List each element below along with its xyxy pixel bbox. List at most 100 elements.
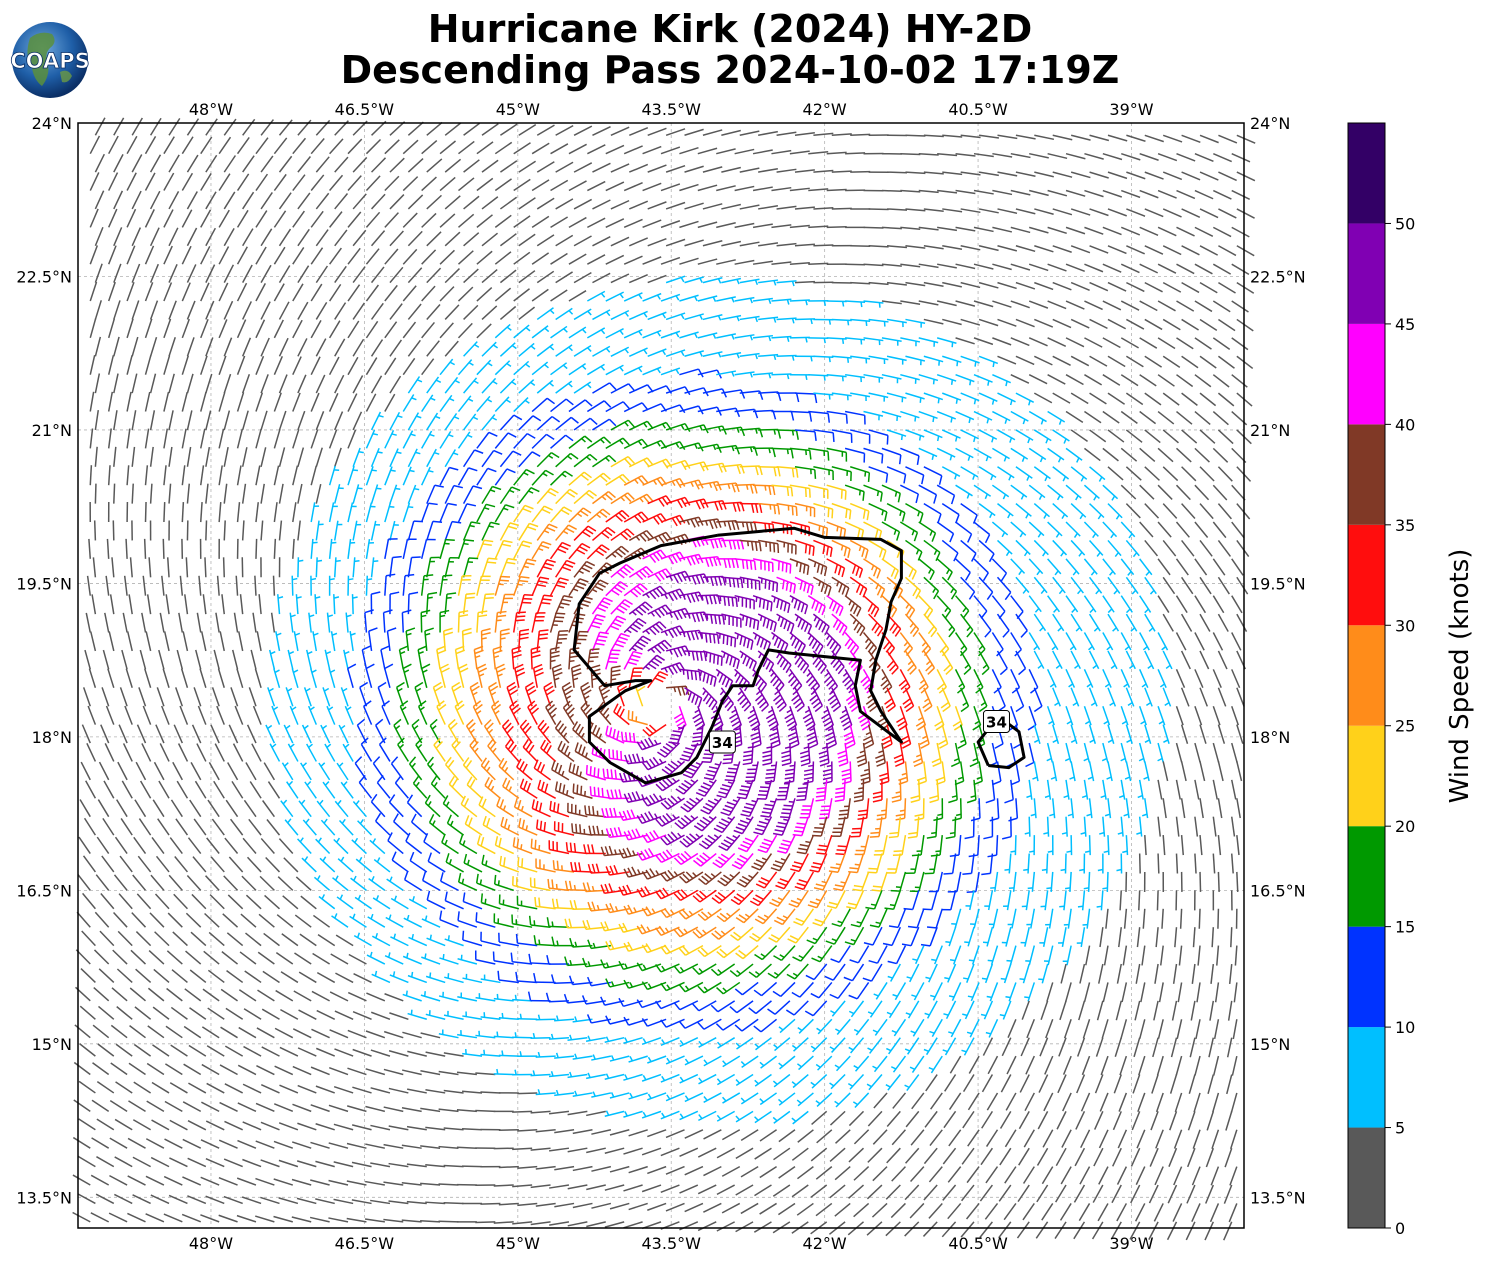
barb-staff	[973, 189, 994, 195]
barb-staff	[679, 183, 699, 192]
wind-barb	[1102, 152, 1123, 161]
barb-staff	[900, 152, 921, 156]
wind-barb	[702, 166, 723, 173]
wind-barb	[1162, 171, 1183, 181]
barb-staff	[697, 258, 718, 265]
barb-staff	[881, 189, 902, 193]
barb-staff	[278, 265, 291, 283]
barb-staff	[1034, 134, 1055, 141]
barb-staff	[568, 180, 587, 192]
wind-barb	[629, 200, 649, 210]
wind-barb	[716, 185, 736, 192]
barb-half-feather	[969, 380, 972, 386]
barb-staff	[1065, 189, 1086, 197]
barb-staff	[1194, 153, 1214, 162]
wind-barb	[518, 270, 536, 284]
wind-barb	[721, 166, 741, 173]
barb-staff	[592, 125, 611, 136]
wind-barb	[1194, 226, 1214, 237]
barb-staff	[439, 176, 456, 192]
wind-barb	[739, 167, 760, 173]
wind-barb	[1015, 171, 1036, 178]
wind-barb	[789, 299, 810, 306]
barb-staff	[794, 280, 815, 284]
wind-barb	[960, 245, 981, 251]
barb-half-feather	[390, 469, 396, 472]
barb-staff	[278, 155, 293, 173]
wind-barb	[1102, 300, 1122, 311]
barb-staff	[499, 233, 517, 247]
barb-half-feather	[746, 541, 750, 547]
barb-staff	[291, 575, 294, 596]
wind-barb	[997, 281, 1017, 290]
wind-barb	[334, 302, 347, 320]
wind-barb	[131, 154, 143, 173]
barb-feather	[781, 562, 784, 572]
wind-barb	[1218, 281, 1236, 294]
wind-barb	[992, 263, 1012, 271]
barb-staff	[1102, 226, 1122, 236]
wind-barb	[297, 301, 309, 320]
wind-barb	[205, 154, 218, 173]
wind-barb	[444, 304, 460, 320]
wind-barb	[107, 208, 118, 228]
barb-staff	[1015, 208, 1036, 215]
wind-barb	[365, 211, 381, 228]
barb-staff	[389, 303, 403, 320]
barb-staff	[978, 171, 999, 177]
barb-staff	[218, 136, 232, 155]
barb-staff	[868, 281, 889, 286]
barb-staff	[771, 224, 792, 229]
barb-staff	[297, 265, 310, 284]
wind-barb	[684, 165, 704, 173]
barb-staff	[458, 177, 475, 192]
barb-staff	[273, 173, 287, 191]
barb-staff	[402, 248, 418, 265]
wind-barb	[1089, 134, 1110, 142]
wind-barb	[94, 153, 105, 173]
barb-half-feather	[914, 416, 917, 422]
wind-barb	[113, 190, 124, 210]
wind-barb	[900, 189, 921, 193]
barb-feather	[821, 526, 825, 537]
wind-barb	[813, 318, 834, 325]
barb-staff	[794, 392, 816, 395]
barb-staff	[260, 155, 274, 173]
wind-barb	[973, 263, 994, 270]
barb-staff	[992, 300, 1012, 308]
wind-barb	[499, 269, 517, 284]
wind-barb	[826, 300, 847, 307]
barb-staff	[942, 134, 963, 138]
wind-barb	[163, 282, 173, 302]
barb-staff	[131, 300, 140, 320]
wind-barb	[973, 300, 994, 308]
wind-barb	[315, 301, 328, 320]
wind-barb	[1089, 171, 1109, 179]
wind-barb	[168, 190, 180, 210]
wind-barb	[679, 183, 699, 192]
barb-feather	[745, 560, 749, 570]
barb-staff	[573, 198, 593, 210]
barb-feather	[500, 575, 511, 578]
barb-staff	[444, 304, 460, 320]
wind-barb	[1034, 245, 1054, 253]
barb-staff	[107, 245, 117, 265]
wind-barb	[923, 134, 944, 138]
barb-feather	[727, 596, 730, 607]
barb-staff	[813, 244, 834, 247]
barb-feather	[825, 528, 829, 538]
barb-staff	[163, 172, 175, 191]
wind-barb	[776, 205, 797, 210]
barb-staff	[753, 484, 774, 487]
wind-barb	[776, 280, 797, 287]
barb-half-feather	[366, 578, 373, 581]
wind-barb	[881, 226, 902, 230]
barb-staff	[679, 146, 699, 155]
wind-barb	[89, 135, 101, 155]
barb-staff	[1015, 245, 1036, 253]
barb-half-feather	[638, 294, 643, 300]
barb-staff	[255, 246, 267, 265]
wind-barb	[426, 231, 442, 247]
barb-staff	[789, 410, 810, 414]
barb-staff	[255, 283, 266, 302]
